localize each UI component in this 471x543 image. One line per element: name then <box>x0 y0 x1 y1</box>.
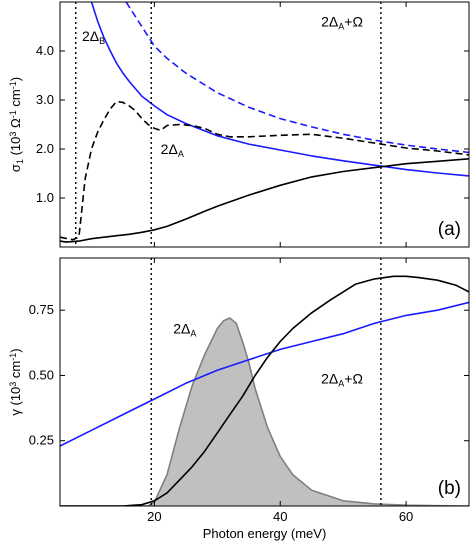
panel-tag: (a) <box>438 219 461 240</box>
series-line-gray-filled <box>60 317 469 506</box>
y-tick-label: 0.75 <box>29 302 54 317</box>
annotation-2DA: 2ΔA <box>161 141 184 159</box>
y-axis-title: γ (103 cm-1) <box>8 348 23 415</box>
y-tick-label: 2.0 <box>36 141 54 156</box>
x-tick-label: 60 <box>399 509 413 524</box>
series-line-blue-solid <box>90 2 469 177</box>
plot-frame <box>59 257 470 507</box>
x-tick-label: 40 <box>273 509 287 524</box>
y-tick-label: 0.50 <box>29 367 54 382</box>
series-fill-gray-filled <box>60 318 469 506</box>
y-tick-label: 3.0 <box>36 92 54 107</box>
y-tick-label: 4.0 <box>36 43 54 58</box>
annotation-2DAO: 2ΔA+Ω <box>321 370 363 388</box>
y-tick-label: 0.25 <box>29 433 54 448</box>
annotation-2DB: 2ΔB <box>82 28 105 46</box>
panel-tag: (b) <box>438 478 461 499</box>
series-line-black-dashed <box>60 100 469 241</box>
series-line-blue-dashed <box>125 2 469 154</box>
series-line-blue-solid <box>60 301 469 447</box>
y-tick-label: 1.0 <box>36 190 54 205</box>
panel-b: 0.25 0.50 0.75 20 40 60 Photon energy (meV) γ (… <box>8 257 470 541</box>
x-axis-title: Photon energy (meV) <box>203 526 327 541</box>
plot-frame <box>59 1 470 248</box>
annotation-2DA: 2ΔA <box>173 321 196 339</box>
panel-a: 1.0 2.0 3.0 4.0 σ1 (103 Ω-1 cm-1) 2ΔB 2ΔA 2ΔA+Ω… <box>8 1 470 248</box>
y-axis-title: σ1 (103 Ω-1 cm-1) <box>8 77 25 172</box>
plot-area <box>60 275 469 506</box>
series-line-black-solid <box>60 158 469 243</box>
x-tick-label: 20 <box>147 509 161 524</box>
series-line-black-solid <box>60 275 469 506</box>
annotation-2DAO: 2ΔA+Ω <box>321 14 363 32</box>
plot-area <box>60 2 469 243</box>
